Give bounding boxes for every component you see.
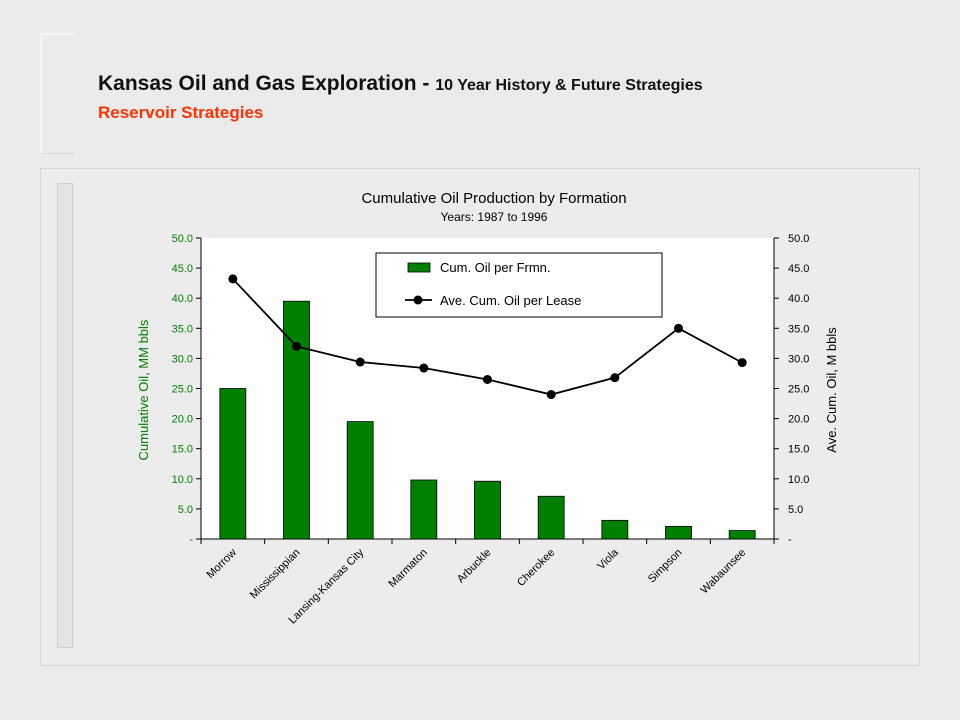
bar: [410, 479, 438, 540]
line-point: [355, 357, 365, 367]
chart-title: Cumulative Oil Production by Formation: [361, 190, 626, 207]
bar: [219, 388, 247, 540]
slide-subtitle: Reservoir Strategies: [98, 103, 264, 122]
line-point: [483, 374, 492, 384]
bar: [537, 495, 565, 540]
bar: [601, 519, 629, 540]
y-tick-label-left: 25.0: [172, 384, 193, 396]
legend-swatch-point: [413, 295, 423, 305]
y-tick-label-left: 5.0: [178, 504, 193, 516]
y-axis-right-label: Ave. Cum. Oil, M bbls: [824, 327, 839, 453]
line-point: [419, 363, 429, 373]
decorative-frame: [40, 33, 74, 154]
y-tick-label-right: 50.0: [788, 233, 809, 245]
y-tick-label-right: 40.0: [788, 293, 809, 305]
y-tick-label-left: 45.0: [172, 263, 193, 275]
title-sub: 10 Year History & Future Strategies: [435, 77, 703, 94]
left-accent-bar: [57, 183, 73, 648]
x-tick-label: Arbuckle: [455, 547, 494, 586]
legend-swatch-bar: [407, 262, 431, 273]
line-point: [674, 323, 683, 333]
x-tick-label: Morrow: [205, 547, 239, 581]
y-tick-label-left: 15.0: [172, 444, 193, 456]
y-tick-label-left: 20.0: [172, 414, 193, 426]
x-tick-label: Mississippian: [248, 547, 303, 602]
bar: [665, 525, 692, 540]
slide-title: Kansas Oil and Gas Exploration - 10 Year…: [98, 72, 703, 96]
line-point: [292, 341, 301, 351]
y-tick-label-right: 15.0: [788, 444, 809, 456]
y-tick-label-left: 35.0: [172, 323, 193, 335]
y-tick-label-right: 45.0: [788, 263, 809, 275]
x-tick-label: Cherokee: [515, 547, 557, 589]
line-point: [737, 358, 747, 368]
y-tick-label-left: 50.0: [172, 233, 193, 245]
x-tick-label: Marmaton: [386, 547, 430, 591]
line-point: [228, 274, 238, 284]
y-tick-label-right: 25.0: [788, 384, 809, 396]
line-point: [610, 373, 620, 383]
y-tick-label-right: 35.0: [788, 323, 809, 335]
y-tick-label-left: 10.0: [172, 474, 193, 486]
line-point: [546, 390, 556, 400]
y-tick-label-right: 10.0: [788, 474, 809, 486]
y-tick-label-right: -: [788, 534, 792, 546]
y-tick-label-right: 20.0: [788, 414, 809, 426]
bar: [728, 530, 756, 540]
legend-label-bar: Cum. Oil per Frmn.: [440, 260, 551, 275]
chart-subtitle: Years: 1987 to 1996: [441, 210, 548, 224]
x-tick-label: Viola: [595, 546, 621, 572]
y-tick-label-right: 30.0: [788, 353, 809, 365]
y-tick-label-left: -: [189, 534, 193, 546]
bar: [346, 421, 374, 540]
legend-label-line: Ave. Cum. Oil per Lease: [440, 293, 581, 308]
x-tick-label: Wabaunsee: [699, 547, 749, 597]
x-tick-label: Simpson: [646, 547, 685, 586]
y-axis-left-label: Cumulative Oil, MM bbls: [136, 319, 151, 460]
y-tick-label-right: 5.0: [788, 504, 803, 516]
bar: [474, 480, 501, 540]
bar: [283, 300, 310, 540]
y-tick-label-left: 30.0: [172, 353, 193, 365]
y-tick-label-left: 40.0: [172, 293, 193, 305]
title-main: Kansas Oil and Gas Exploration -: [98, 72, 436, 95]
